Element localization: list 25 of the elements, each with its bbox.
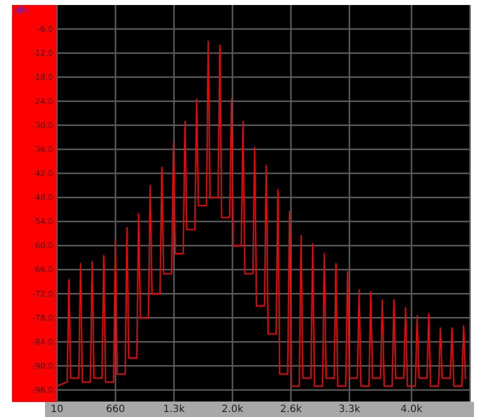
x-tick-label: 4.0k [400, 404, 423, 416]
y-tick-label: -12.0 [32, 48, 53, 58]
y-tick-label: -36.0 [32, 144, 53, 154]
y-tick-label: -54.0 [32, 217, 53, 226]
y-tick-label: -90.0 [32, 361, 53, 370]
x-tick-label: 1.3k [163, 404, 186, 416]
x-tick-label: 2.6k [280, 404, 302, 416]
line-series [56, 40, 467, 387]
x-tick-label: 10 [50, 404, 64, 416]
y-tick-label: -24.0 [32, 96, 53, 106]
y-tick-label: -78.0 [32, 313, 53, 322]
x-tick-label: 2.0k [222, 404, 244, 416]
y-tick-label: -48.0 [32, 193, 53, 202]
y-tick-label: -66.0 [32, 265, 53, 274]
x-tick-label: 3.3k [338, 404, 360, 416]
y-tick-label: -30.0 [32, 120, 53, 130]
y-tick-label: -6.0 [37, 24, 53, 34]
y-tick-label: -84.0 [32, 337, 53, 346]
x-tick-label: 660 [106, 404, 126, 416]
y-tick-label: -18.0 [32, 72, 53, 82]
y-axis-title: dBr [14, 6, 29, 15]
y-tick-label: -96.0 [32, 386, 53, 395]
y-tick-label: -72.0 [32, 289, 53, 298]
y-tick-label: -42.0 [32, 168, 53, 178]
y-tick-label: -60.0 [32, 241, 53, 250]
